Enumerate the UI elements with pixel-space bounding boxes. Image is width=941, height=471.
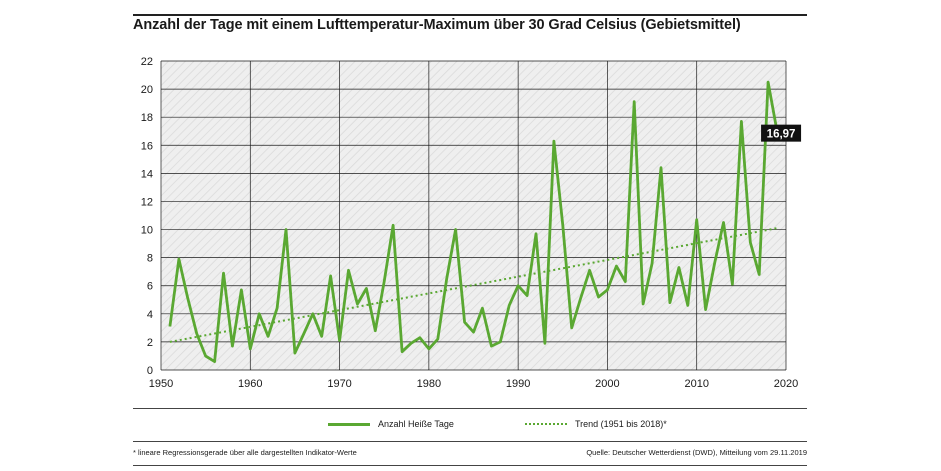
y-tick-label: 4 bbox=[147, 309, 153, 321]
x-tick-label: 2020 bbox=[774, 378, 798, 390]
source-note: Quelle: Deutscher Wetterdienst (DWD), Mi… bbox=[586, 448, 807, 457]
legend-label-series: Anzahl Heiße Tage bbox=[378, 419, 454, 429]
legend-swatch-dotted bbox=[525, 423, 567, 425]
y-tick-label: 6 bbox=[147, 281, 153, 293]
legend-item-trend: Trend (1951 bis 2018)* bbox=[525, 419, 667, 429]
x-tick-label: 2010 bbox=[684, 378, 708, 390]
x-tick-label: 1990 bbox=[506, 378, 530, 390]
x-tick-label: 1960 bbox=[238, 378, 262, 390]
y-tick-label: 2 bbox=[147, 337, 153, 349]
y-tick-label: 16 bbox=[141, 140, 153, 152]
bottom-rule bbox=[133, 465, 807, 466]
y-tick-label: 0 bbox=[147, 365, 153, 377]
top-rule bbox=[133, 14, 807, 16]
last-value-label: 16,97 bbox=[767, 129, 796, 141]
y-tick-label: 20 bbox=[141, 84, 153, 96]
y-tick-label: 10 bbox=[141, 225, 153, 237]
footnote: * lineare Regressionsgerade über alle da… bbox=[133, 448, 357, 457]
x-tick-label: 1980 bbox=[417, 378, 441, 390]
legend-swatch-solid bbox=[328, 422, 370, 426]
legend-item-series: Anzahl Heiße Tage bbox=[328, 419, 454, 429]
line-chart: 1950 1960 1970 1980 1990 2000 2010 2020 0 2 4 6 8 10 1… bbox=[141, 56, 802, 390]
plot-area bbox=[161, 61, 786, 370]
x-tick-label: 2000 bbox=[595, 378, 619, 390]
last-value-box bbox=[761, 124, 802, 142]
y-tick-label: 14 bbox=[141, 168, 153, 180]
legend-divider bbox=[133, 408, 807, 409]
y-tick-label: 22 bbox=[141, 56, 153, 68]
chart-title: Anzahl der Tage mit einem Lufttemperatur… bbox=[133, 17, 741, 33]
y-tick-label: 12 bbox=[141, 196, 153, 208]
y-tick-label: 18 bbox=[141, 112, 153, 124]
x-tick-label: 1950 bbox=[149, 378, 173, 390]
x-tick-label: 1970 bbox=[327, 378, 351, 390]
footer-divider bbox=[133, 441, 807, 442]
last-value-badge: 16,97 bbox=[761, 124, 802, 142]
y-tick-label: 8 bbox=[147, 253, 153, 265]
legend-label-trend: Trend (1951 bis 2018)* bbox=[575, 419, 667, 429]
